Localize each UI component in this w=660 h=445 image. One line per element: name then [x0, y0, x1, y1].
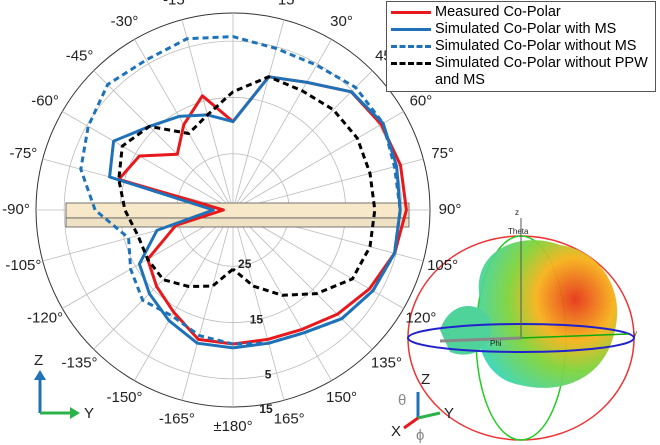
- legend-item: Simulated Co-Polar without MS: [391, 38, 651, 55]
- legend: Measured Co-Polar Simulated Co-Polar with…: [386, 1, 656, 92]
- legend-swatch: [391, 4, 431, 21]
- theta-tick-label: 75°: [431, 145, 454, 162]
- theta-grid-line: [232, 111, 404, 211]
- inset-3d: [407, 218, 635, 441]
- inset-phi: ϕ: [416, 427, 424, 444]
- antenna-board: [65, 202, 410, 219]
- theta-tick-label: -15°: [163, 0, 191, 8]
- theta-tick-label: 165°: [274, 411, 305, 428]
- theta-grid-line: [62, 111, 234, 211]
- inset-axis-y: Y: [444, 405, 454, 422]
- inset-theta-label: Theta: [508, 227, 529, 236]
- inset-theta: θ: [398, 392, 406, 409]
- theta-tick-label: -90°: [2, 201, 30, 218]
- axis-icon-y: Y: [84, 405, 94, 422]
- legend-label: Simulated Co-Polar with MS: [435, 21, 617, 37]
- legend-swatch: [391, 21, 431, 38]
- theta-tick-label: -150°: [106, 389, 142, 406]
- inset-z: z: [515, 208, 519, 217]
- axis-icon: Z Y: [34, 352, 94, 422]
- legend-label: Measured Co-Polar: [435, 4, 561, 20]
- theta-tick-label: 30°: [330, 13, 353, 30]
- theta-grid-line: [232, 19, 285, 211]
- theta-tick-label: 105°: [427, 257, 458, 274]
- theta-tick-label: -105°: [5, 257, 41, 274]
- legend-item: Simulated Co-Polar with MS: [391, 21, 651, 38]
- theta-tick-label: ±180°: [213, 418, 252, 435]
- theta-grid-line: [93, 209, 234, 350]
- series-line: [79, 35, 402, 346]
- theta-tick-label: 0°: [226, 0, 240, 1]
- theta-tick-label: 150°: [326, 389, 357, 406]
- theta-grid-line: [232, 209, 285, 401]
- legend-swatch: [391, 38, 431, 55]
- theta-tick-label: 120°: [405, 309, 436, 326]
- theta-grid-line: [134, 209, 234, 381]
- theta-grid-line: [181, 209, 234, 401]
- inset-phi-label: Phi: [490, 339, 502, 348]
- legend-label: Simulated Co-Polar without PPW and MS: [435, 55, 648, 88]
- theta-tick-label: -75°: [10, 145, 38, 162]
- theta-tick-label: -30°: [111, 13, 139, 30]
- theta-tick-label: 135°: [371, 354, 402, 371]
- r-tick-label: 25: [238, 257, 252, 271]
- r-tick-label: 15: [250, 312, 264, 326]
- theta-tick-label: 15°: [278, 0, 301, 8]
- antenna-board: [65, 217, 410, 228]
- theta-tick-label: 90°: [439, 201, 462, 218]
- inset-axis-z: Z: [421, 371, 430, 388]
- theta-grid-line: [232, 209, 373, 350]
- inset-axes: Z Y X θ ϕ z Theta y Phi: [391, 208, 637, 444]
- theta-tick-label: -135°: [62, 354, 98, 371]
- theta-tick-label: -120°: [27, 309, 63, 326]
- legend-label: Simulated Co-Polar without MS: [435, 38, 637, 54]
- theta-tick-label: -60°: [31, 92, 59, 109]
- theta-tick-label: -165°: [159, 411, 195, 428]
- inset-axis-x: X: [391, 423, 401, 440]
- theta-grid-line: [232, 70, 373, 211]
- legend-item: Simulated Co-Polar without PPW and MS: [391, 55, 651, 89]
- r-tick-label: 5: [265, 367, 272, 381]
- inset-y: y: [633, 329, 637, 338]
- axis-icon-z: Z: [34, 352, 43, 369]
- theta-tick-label: -45°: [66, 48, 94, 65]
- theta-grid-line: [232, 158, 424, 211]
- legend-swatch: [391, 55, 431, 72]
- theta-tick-label: 60°: [410, 92, 433, 109]
- theta-grid-line: [232, 39, 332, 211]
- series-line: [117, 75, 377, 297]
- theta-grid-line: [93, 70, 234, 211]
- legend-item: Measured Co-Polar: [391, 4, 651, 21]
- annotation: 15: [259, 402, 273, 416]
